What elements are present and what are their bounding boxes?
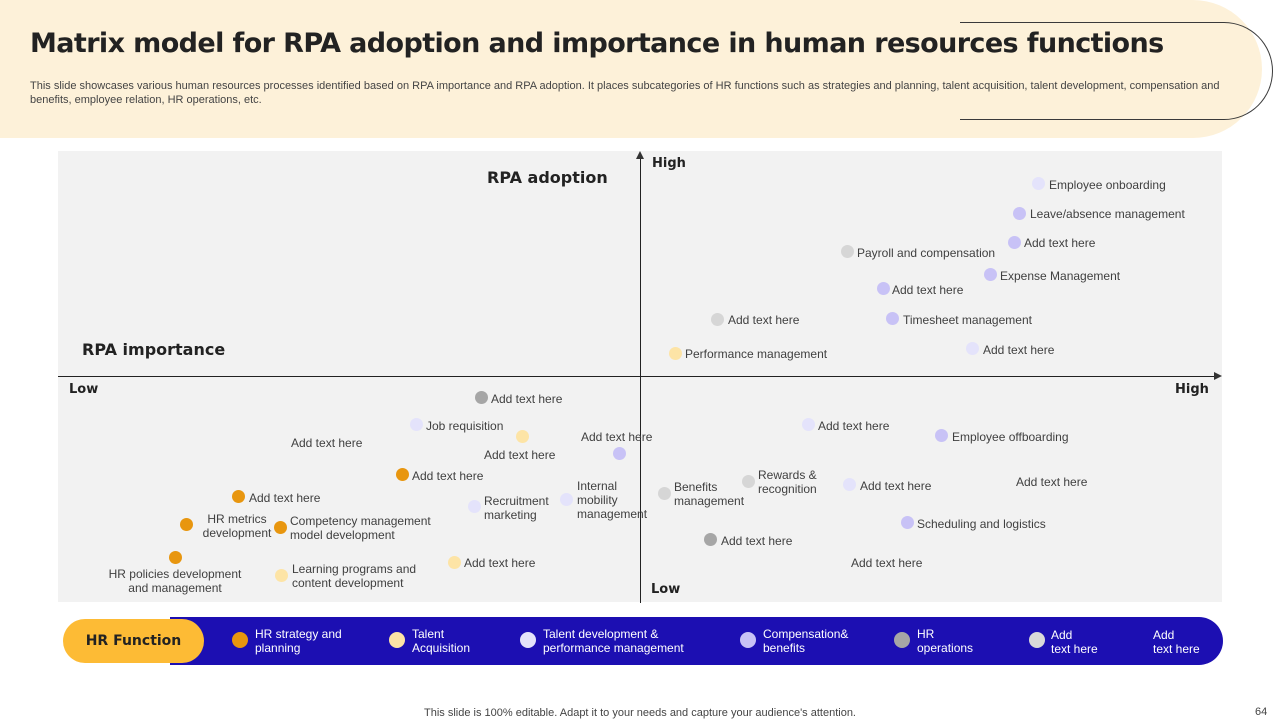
matrix-point-leave-absence [1013, 207, 1026, 220]
legend-label: Compensation& benefits [763, 627, 849, 655]
matrix-label: Recruitment marketing [484, 494, 549, 522]
matrix-label: Leave/absence management [1030, 207, 1185, 221]
free-label: Add text here [851, 556, 923, 570]
matrix-label: Add text here [412, 469, 484, 483]
matrix-label: Add text here [484, 448, 556, 462]
x-axis-high-label: High [1175, 382, 1209, 397]
footer-note: This slide is 100% editable. Adapt it to… [424, 707, 856, 719]
matrix-point-performance-management [669, 347, 682, 360]
matrix-point [711, 313, 724, 326]
x-axis-low-label: Low [69, 382, 99, 397]
page-number: 64 [1255, 706, 1268, 718]
matrix-point [613, 447, 626, 460]
matrix-point-expense-management [984, 268, 997, 281]
matrix-label: HR policies development and management [108, 567, 242, 595]
matrix-point-hr-policies [169, 551, 182, 564]
legend-swatch-talent-development [520, 632, 536, 648]
legend-swatch-hr-strategy [232, 632, 248, 648]
matrix-point [475, 391, 488, 404]
slide-subtitle: This slide showcases various human resou… [30, 80, 1220, 106]
matrix-point [704, 533, 717, 546]
free-label: Add text here [291, 436, 363, 450]
matrix-label: Expense Management [1000, 269, 1121, 283]
legend-swatch-talent-acquisition [389, 632, 405, 648]
matrix-point [802, 418, 815, 431]
matrix-label: Payroll and compensation [857, 246, 996, 260]
free-label: Add text here [1016, 475, 1088, 489]
matrix-label: Learning programs and content developmen… [292, 562, 417, 590]
legend-label: Add text here [1153, 628, 1200, 656]
matrix-label: HR metrics development [202, 512, 272, 540]
matrix-label: Add text here [581, 430, 653, 444]
legend-label: Add text here [1051, 628, 1098, 656]
matrix-point-timesheet [886, 312, 899, 325]
matrix-point [516, 430, 529, 443]
legend-label: HR strategy and planning [255, 627, 342, 655]
y-axis-line [640, 155, 642, 603]
x-axis-line [58, 376, 1216, 378]
matrix-point [396, 468, 409, 481]
matrix-label: Job requisition [426, 419, 504, 433]
matrix-point [448, 556, 461, 569]
matrix-point-internal-mobility [560, 493, 573, 506]
legend-swatch-add-text [1029, 632, 1045, 648]
matrix-label: Add text here [892, 283, 964, 297]
matrix-label: Add text here [464, 556, 536, 570]
header-decoration-outline [960, 22, 1273, 120]
matrix-label: Add text here [1024, 236, 1096, 250]
matrix-label: Add text here [728, 313, 800, 327]
matrix-point-rewards-recognition [742, 475, 755, 488]
matrix-point [843, 478, 856, 491]
matrix-point [232, 490, 245, 503]
matrix-label: Competency management model development [290, 514, 431, 542]
legend-title: HR Function [63, 619, 204, 663]
legend-label: HR operations [917, 627, 974, 655]
matrix-point-hr-metrics [180, 518, 193, 531]
matrix-label: Timesheet management [903, 313, 1032, 327]
matrix-point-scheduling-logistics [901, 516, 914, 529]
x-axis-title: RPA importance [82, 340, 226, 359]
matrix-label: Performance management [685, 347, 828, 361]
matrix-point-competency-management [274, 521, 287, 534]
header-banner [0, 0, 1262, 138]
matrix-label: Add text here [249, 491, 321, 505]
matrix-point-employee-offboarding [935, 429, 948, 442]
matrix-point-benefits-management [658, 487, 671, 500]
matrix-label: Add text here [491, 392, 563, 406]
matrix-point-learning-programs [275, 569, 288, 582]
matrix-point-recruitment-marketing [468, 500, 481, 513]
legend-label: Talent development & performance manageme… [543, 627, 684, 655]
matrix-label: Internal mobility management [577, 479, 648, 521]
legend-swatch-hr-operations [894, 632, 910, 648]
y-axis-low-label: Low [651, 582, 681, 597]
matrix-label: Add text here [721, 534, 793, 548]
x-axis-arrow-icon [1214, 372, 1222, 380]
matrix-label: Add text here [983, 343, 1055, 357]
matrix-label: Employee onboarding [1049, 178, 1166, 192]
matrix-point-employee-onboarding [1032, 177, 1045, 190]
slide-title: Matrix model for RPA adoption and import… [30, 28, 1164, 59]
matrix-point [1008, 236, 1021, 249]
legend-label: Talent Acquisition [412, 627, 471, 655]
legend-swatch-compensation [740, 632, 756, 648]
matrix-point-job-requisition [410, 418, 423, 431]
matrix-point [966, 342, 979, 355]
matrix-point [877, 282, 890, 295]
y-axis-title: RPA adoption [487, 168, 608, 187]
matrix-point-payroll [841, 245, 854, 258]
y-axis-high-label: High [652, 156, 686, 171]
matrix-label: Benefits management [674, 480, 745, 508]
matrix-label: Rewards & recognition [758, 468, 817, 496]
y-axis-arrow-icon [636, 151, 644, 159]
matrix-label: Scheduling and logistics [917, 517, 1046, 531]
matrix-label: Employee offboarding [952, 430, 1069, 444]
matrix-label: Add text here [818, 419, 890, 433]
legend-bar [170, 617, 1223, 665]
matrix-label: Add text here [860, 479, 932, 493]
